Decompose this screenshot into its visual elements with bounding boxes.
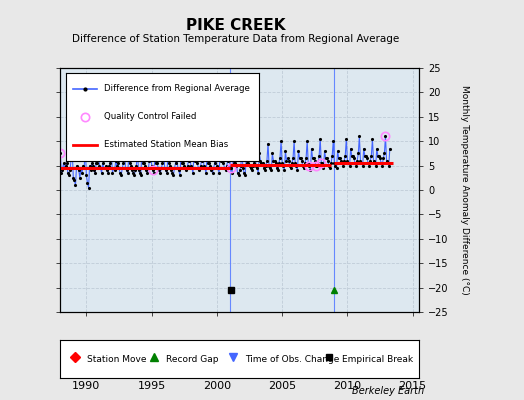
Text: 2000: 2000 bbox=[203, 381, 231, 391]
Text: Time of Obs. Change: Time of Obs. Change bbox=[245, 354, 340, 364]
Text: 2010: 2010 bbox=[333, 381, 362, 391]
Text: Station Move: Station Move bbox=[87, 354, 147, 364]
Text: 2015: 2015 bbox=[399, 381, 427, 391]
Text: Difference from Regional Average: Difference from Regional Average bbox=[104, 84, 250, 93]
Text: Estimated Station Mean Bias: Estimated Station Mean Bias bbox=[104, 140, 228, 150]
Text: 2005: 2005 bbox=[268, 381, 296, 391]
Text: Berkeley Earth: Berkeley Earth bbox=[352, 386, 424, 396]
Text: 1990: 1990 bbox=[72, 381, 101, 391]
Text: Record Gap: Record Gap bbox=[166, 354, 219, 364]
Y-axis label: Monthly Temperature Anomaly Difference (°C): Monthly Temperature Anomaly Difference (… bbox=[460, 85, 469, 295]
Text: PIKE CREEK: PIKE CREEK bbox=[186, 18, 286, 33]
Text: Empirical Break: Empirical Break bbox=[342, 354, 413, 364]
Text: Quality Control Failed: Quality Control Failed bbox=[104, 112, 196, 121]
Text: 1995: 1995 bbox=[137, 381, 166, 391]
Text: Difference of Station Temperature Data from Regional Average: Difference of Station Temperature Data f… bbox=[72, 34, 399, 44]
